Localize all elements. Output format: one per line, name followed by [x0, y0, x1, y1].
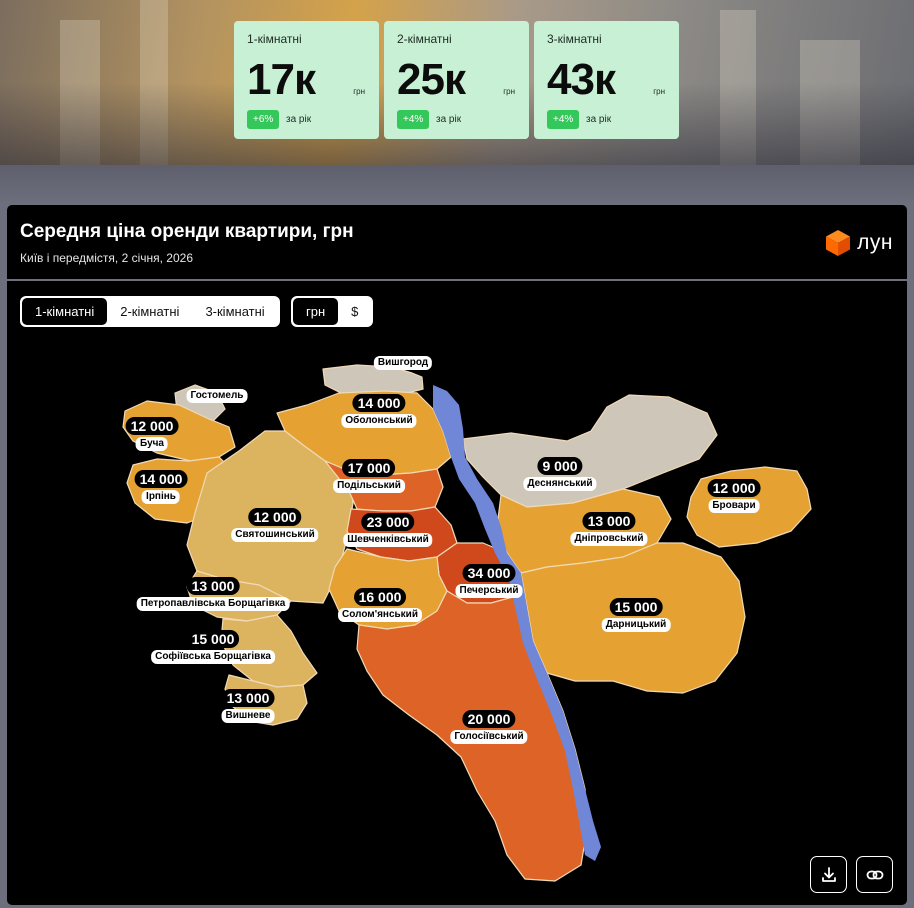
- kyiv-district-map: [122, 364, 812, 882]
- stat-card-currency: грн: [353, 87, 365, 96]
- tab-currency-uah[interactable]: грн: [293, 298, 339, 325]
- link-icon: [866, 870, 883, 879]
- stat-card-period: за рік: [436, 114, 462, 125]
- tab-3-room[interactable]: 3-кімнатні: [205, 304, 265, 319]
- stat-card-period: за рік: [586, 114, 612, 125]
- brand-name: лун: [857, 231, 893, 254]
- river-dnipro: [433, 385, 601, 861]
- stat-card-currency: грн: [503, 87, 515, 96]
- stat-card-price: 17к: [247, 55, 316, 104]
- region-brovary: [686, 466, 812, 548]
- copy-link-button[interactable]: [856, 856, 893, 893]
- room-type-tabs: 1-кімнатні 2-кімнатні 3-кімнатні: [20, 296, 280, 327]
- download-button[interactable]: [810, 856, 847, 893]
- tab-2-room[interactable]: 2-кімнатні: [120, 304, 180, 319]
- stat-card-change-badge: +4%: [397, 110, 430, 129]
- stat-card-2-room: 2-кімнатні 25к грн +4% за рік: [384, 21, 529, 139]
- widget-title: Середня ціна оренди квартири, грн: [20, 221, 354, 242]
- stat-card-label: 1-кімнатні: [247, 32, 302, 46]
- stat-card-1-room: 1-кімнатні 17к грн +6% за рік: [234, 21, 379, 139]
- widget-subtitle: Київ і передмістя, 2 січня, 2026: [20, 251, 193, 265]
- stat-card-3-room: 3-кімнатні 43к грн +4% за рік: [534, 21, 679, 139]
- stat-card-price: 25к: [397, 55, 466, 104]
- currency-tabs: грн $: [291, 296, 374, 327]
- stat-card-change-badge: +4%: [547, 110, 580, 129]
- stat-card-currency: грн: [653, 87, 665, 96]
- map-panel: Вишгород Гостомель 12 000 Буча 14 000 Ір…: [7, 281, 907, 905]
- stat-card-period: за рік: [286, 114, 312, 125]
- stat-card-label: 3-кімнатні: [547, 32, 602, 46]
- region-desnianskyi: [462, 394, 718, 508]
- tab-currency-usd[interactable]: $: [351, 304, 359, 319]
- widget-header: Середня ціна оренди квартири, грн Київ і…: [7, 205, 907, 279]
- stat-card-change-badge: +6%: [247, 110, 280, 129]
- hero-bottom-band: [0, 165, 914, 205]
- stat-card-price: 43к: [547, 55, 616, 104]
- stat-card-label: 2-кімнатні: [397, 32, 452, 46]
- download-icon: [821, 866, 836, 882]
- tab-1-room[interactable]: 1-кімнатні: [22, 298, 108, 325]
- brand-logo[interactable]: лун: [825, 229, 893, 257]
- cube-logo-icon: [826, 230, 851, 256]
